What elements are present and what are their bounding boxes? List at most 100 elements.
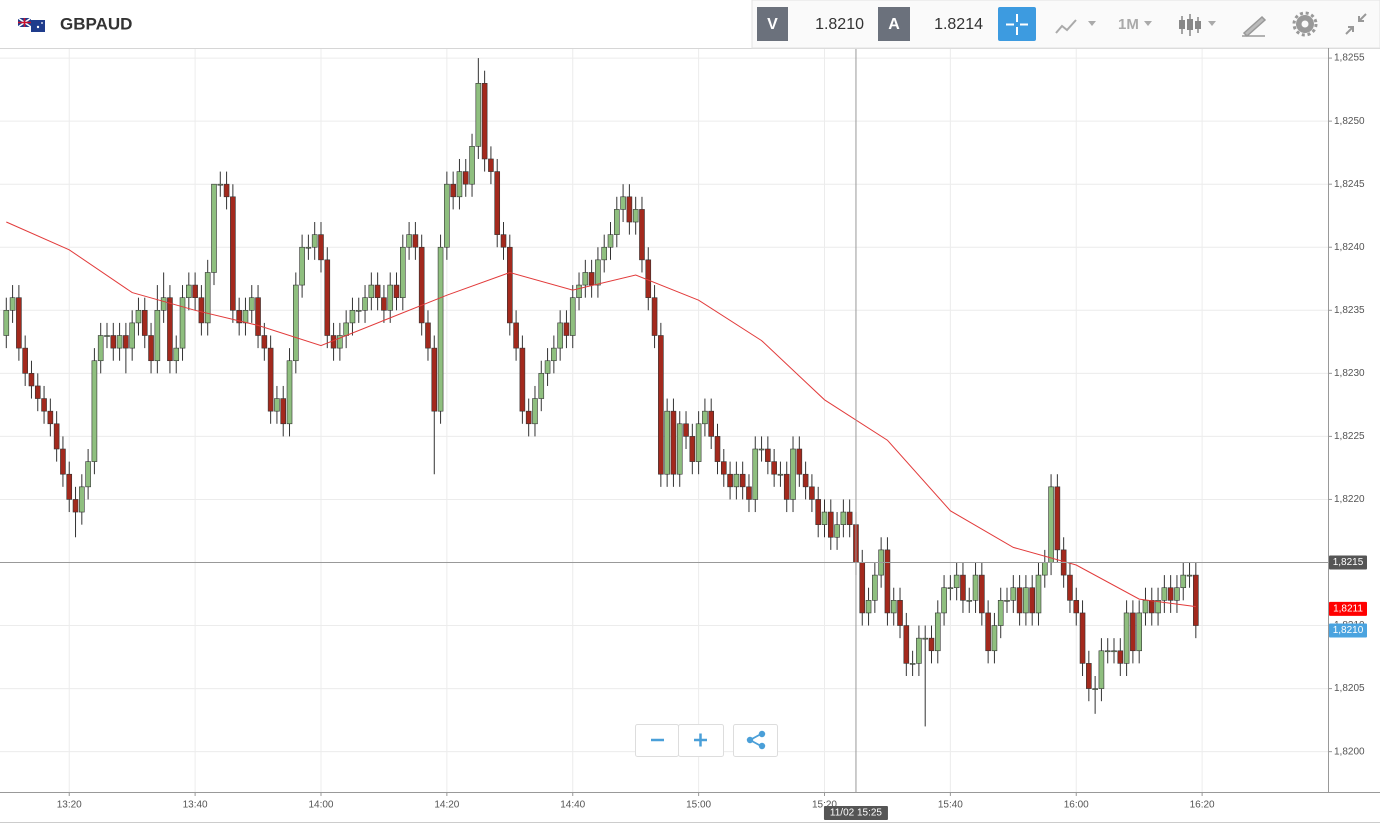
candle	[167, 285, 173, 374]
candle	[293, 272, 299, 374]
zoom-out-button[interactable]	[635, 724, 679, 757]
buy-button[interactable]: A 1.8214	[878, 7, 983, 41]
candle-body-down	[519, 347, 526, 412]
candle-body-up	[972, 574, 979, 601]
crosshair-button[interactable]	[998, 7, 1036, 41]
candle	[576, 272, 582, 311]
timeframe[interactable]: 1M	[1118, 16, 1139, 33]
candle-body-up	[437, 246, 444, 412]
sell-label-box[interactable]	[757, 7, 788, 41]
candle-body-up	[1174, 587, 1180, 601]
x-tick-label: 14:20	[434, 800, 459, 811]
candle	[355, 297, 362, 323]
candle-body-down	[28, 373, 35, 387]
candle-body-down	[488, 158, 494, 172]
buy-price[interactable]: 1.8214	[934, 16, 983, 33]
x-tick-label: 15:00	[686, 800, 711, 811]
candle-body-down	[192, 284, 198, 298]
candle-body-up	[349, 309, 356, 324]
candle-body-down	[739, 473, 746, 488]
candle-body-down	[1016, 587, 1023, 614]
candle-body-up	[475, 83, 482, 147]
candle-body-up	[444, 183, 450, 248]
candle	[41, 385, 47, 424]
candle-body-up	[343, 322, 349, 336]
candle-body-up	[991, 625, 998, 652]
candle-body-down	[815, 499, 821, 525]
candle-body-up	[173, 347, 180, 362]
candle-body-down	[494, 171, 501, 235]
candle-body-down	[626, 196, 633, 223]
candle-body-up	[1098, 650, 1105, 689]
candle	[595, 247, 601, 298]
candle	[462, 158, 469, 197]
share-button[interactable]	[733, 724, 778, 757]
candle-body-down	[985, 612, 991, 652]
candle	[286, 348, 293, 437]
candle	[897, 587, 903, 639]
candle	[91, 348, 98, 475]
y-tick-label: 1,8240	[1334, 242, 1365, 253]
candle-body-down	[41, 398, 47, 412]
candle	[720, 449, 727, 487]
candle	[966, 587, 973, 613]
draw-button[interactable]	[1242, 15, 1267, 38]
indicators-button[interactable]	[1055, 19, 1096, 34]
candle	[525, 398, 532, 437]
candle	[664, 398, 670, 487]
candle-body-down	[771, 461, 777, 475]
candle-body-down	[223, 183, 230, 198]
candle	[337, 322, 343, 361]
candle-body-up	[1136, 612, 1142, 652]
candle	[129, 310, 135, 361]
candle	[872, 562, 878, 613]
candle	[444, 171, 450, 260]
candle-body-up	[664, 410, 670, 475]
candle	[815, 486, 821, 538]
candle-body-down	[393, 284, 400, 298]
candle-body-down	[53, 423, 60, 450]
candle-body-up	[186, 284, 192, 298]
sell-label[interactable]: V	[767, 16, 778, 33]
candle	[538, 360, 545, 412]
candle	[204, 259, 211, 336]
sell-button[interactable]: V 1.8210	[757, 7, 864, 41]
candle	[846, 499, 853, 538]
candle-body-down	[658, 335, 664, 475]
candle	[3, 297, 10, 349]
crosshair-time-label: 11/02 15:25	[830, 808, 883, 819]
buy-label[interactable]: A	[888, 16, 900, 33]
sell-price[interactable]: 1.8210	[815, 16, 864, 33]
settings-button[interactable]	[1292, 11, 1318, 37]
y-tick-label: 1,8235	[1334, 305, 1365, 316]
collapse-button[interactable]	[1345, 13, 1367, 35]
price-tag-label: 1,8211	[1333, 604, 1363, 615]
candle	[947, 575, 954, 601]
candle	[393, 272, 400, 311]
candle-body-up	[1010, 587, 1017, 601]
timeframe-button[interactable]: 1M	[1118, 16, 1152, 33]
candle	[406, 222, 412, 260]
candle	[613, 196, 620, 248]
candle-body-down	[897, 600, 903, 626]
x-tick-label: 16:20	[1190, 800, 1215, 811]
x-tick-label: 15:40	[938, 800, 963, 811]
candle-body-up	[299, 246, 305, 286]
zoom-in-button[interactable]	[678, 724, 724, 757]
candle-body-up	[204, 272, 211, 324]
candle	[865, 587, 872, 626]
candle	[1029, 575, 1035, 626]
candle	[179, 285, 186, 361]
candle-body-down	[481, 83, 488, 160]
candle-body-down	[525, 410, 532, 425]
candle-body-up	[1004, 600, 1010, 602]
candle-body-up	[532, 398, 538, 425]
candle-body-up	[293, 284, 299, 362]
candle	[1123, 600, 1130, 676]
candle	[752, 436, 759, 513]
candle-body-down	[318, 234, 324, 261]
buy-label-box[interactable]	[878, 7, 910, 41]
chart-type-button[interactable]	[1179, 14, 1216, 36]
candle-body-down	[809, 486, 815, 500]
